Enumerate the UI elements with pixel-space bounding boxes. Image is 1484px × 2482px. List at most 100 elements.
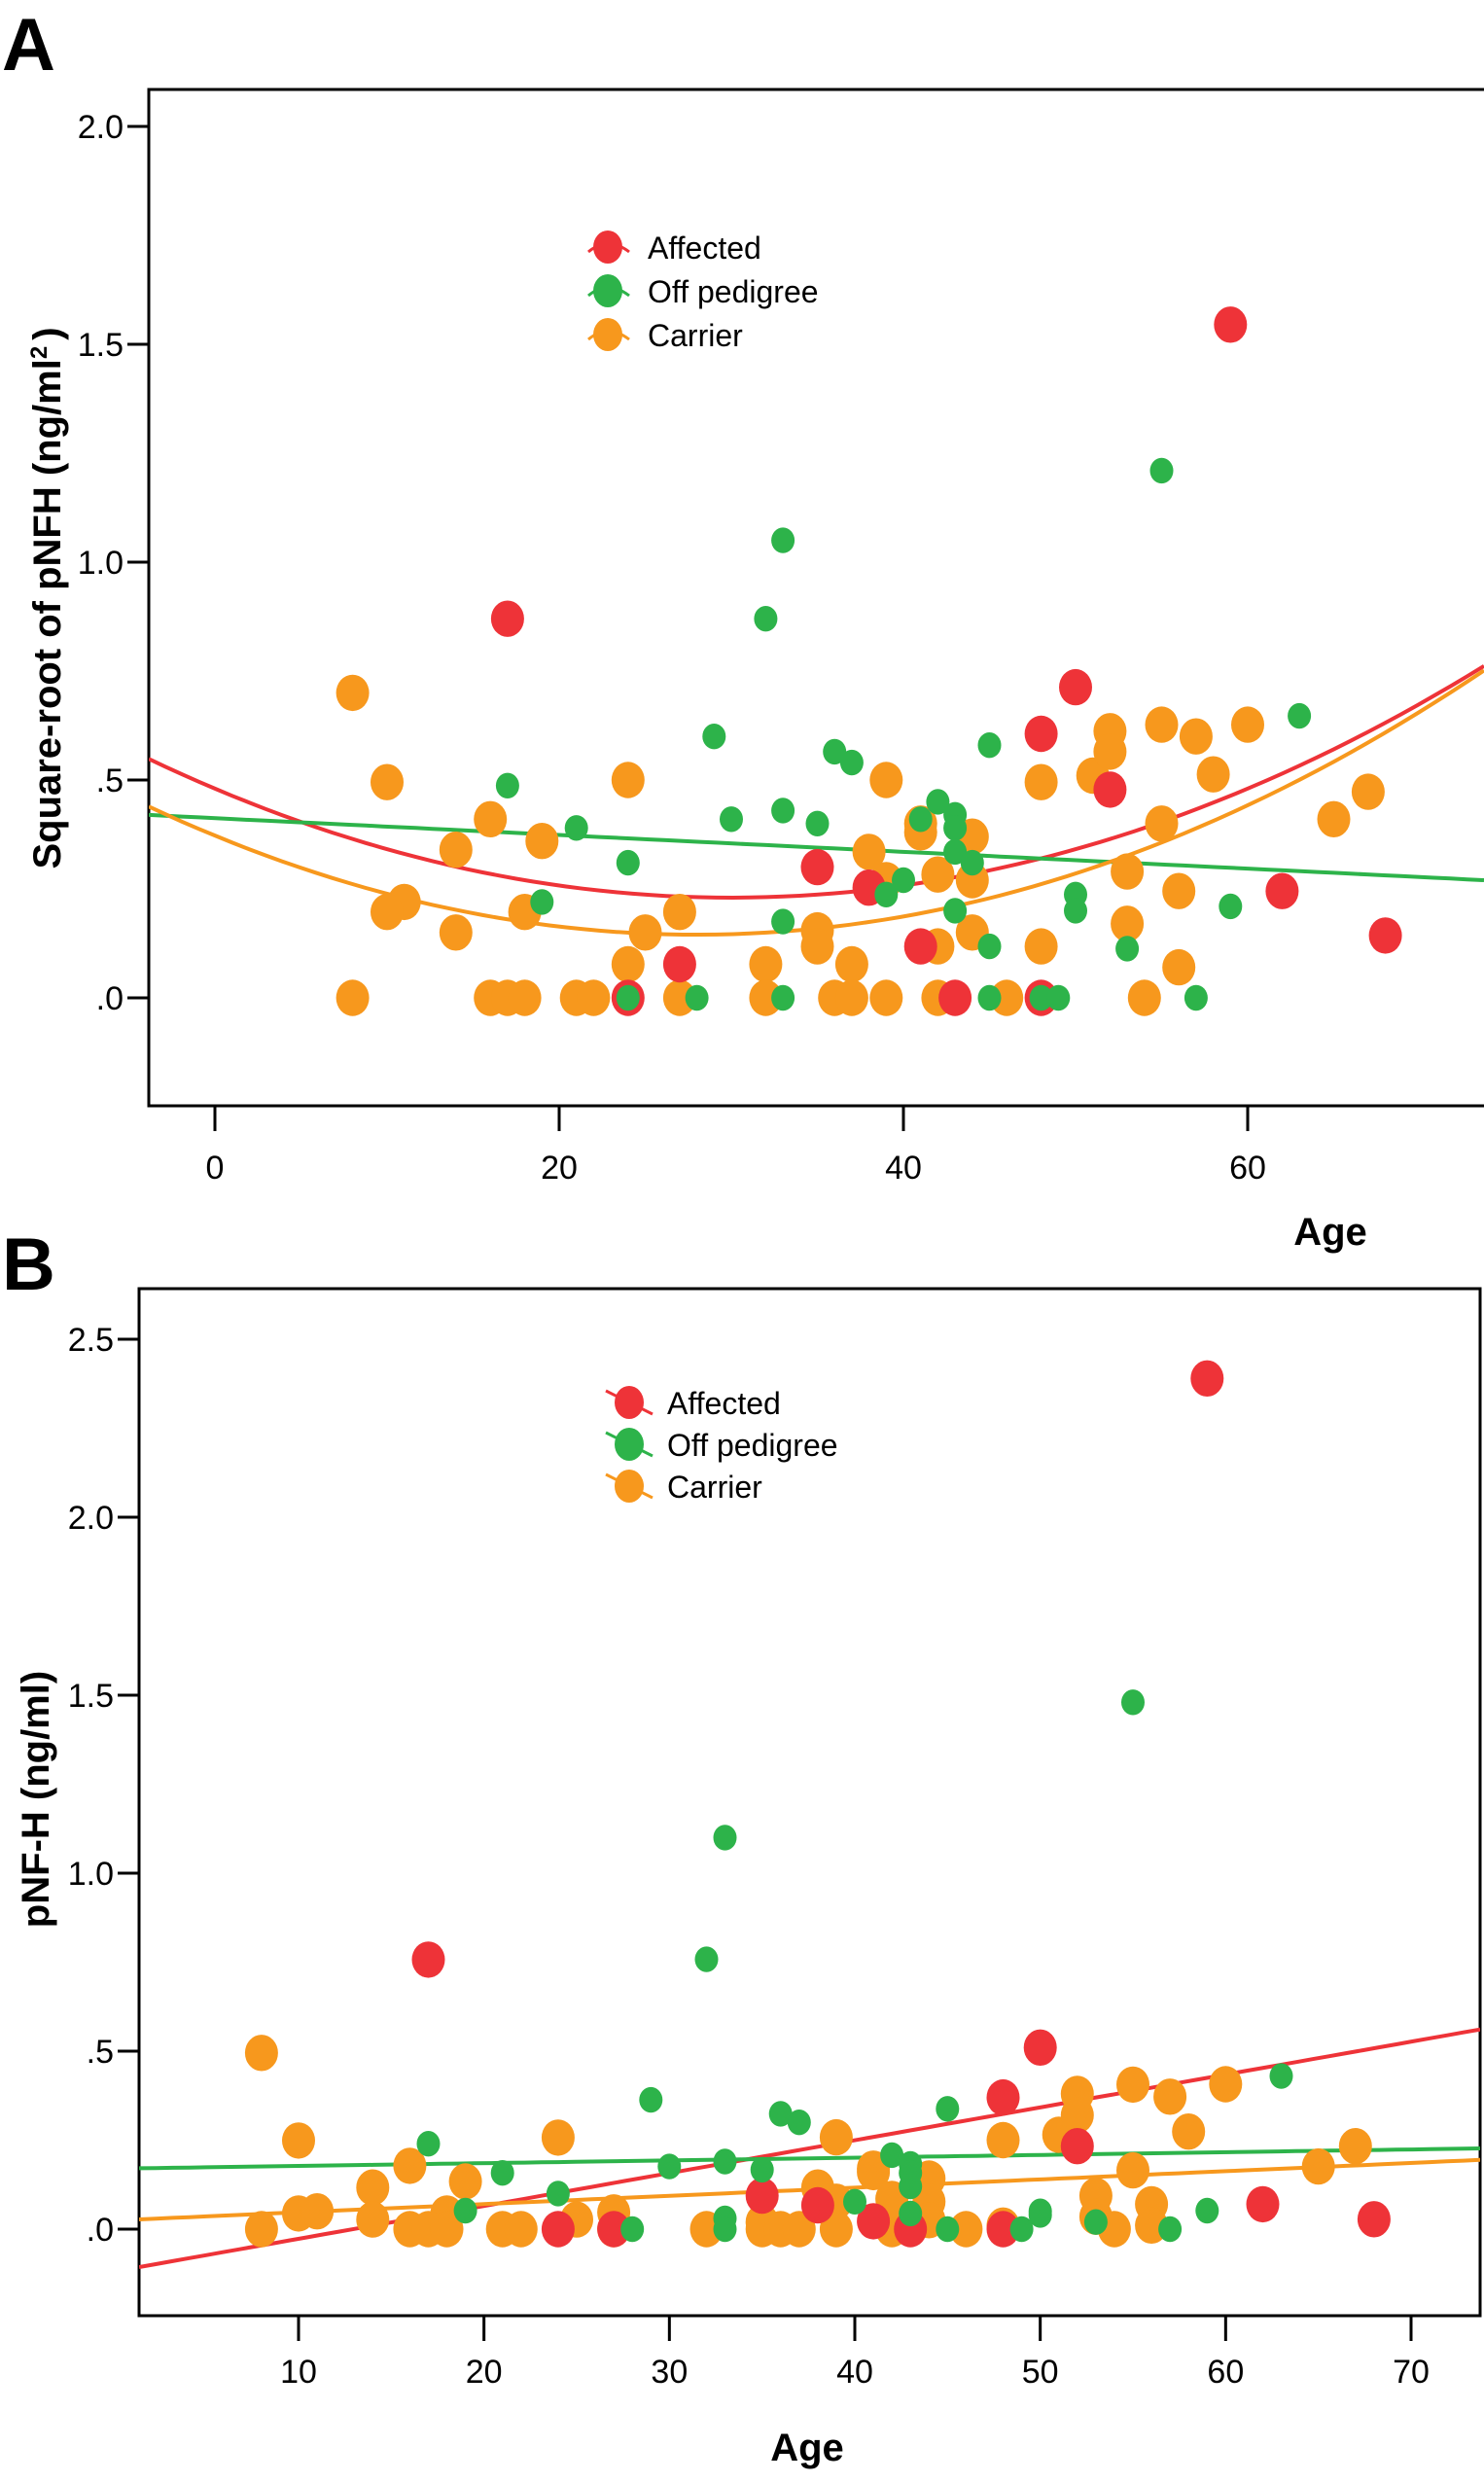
legend-marker-affected xyxy=(593,230,622,264)
data-point-off-pedigree xyxy=(713,2148,737,2175)
data-point-off-pedigree xyxy=(771,908,795,935)
data-point-off-pedigree xyxy=(694,1946,719,1972)
data-point-affected xyxy=(541,2211,575,2248)
x-tick-label: 0 xyxy=(206,1150,225,1187)
legend-label-affected: Affected xyxy=(648,230,761,266)
data-point-off-pedigree xyxy=(713,2216,737,2243)
data-point-carrier xyxy=(986,2121,1020,2159)
x-tick-label: 60 xyxy=(1207,2354,1244,2391)
data-point-carrier xyxy=(577,979,611,1016)
data-point-affected xyxy=(1093,771,1127,808)
data-point-off-pedigree xyxy=(453,2197,477,2224)
data-point-off-pedigree xyxy=(843,2188,866,2215)
legend-label-off-pedigree: Off pedigree xyxy=(648,274,819,309)
data-point-carrier xyxy=(1153,2078,1187,2115)
data-point-off-pedigree xyxy=(874,881,899,907)
data-point-off-pedigree xyxy=(616,849,640,876)
x-axis-title-a: Age xyxy=(1293,1211,1367,1254)
points-b xyxy=(244,1360,1391,2248)
data-point-off-pedigree xyxy=(899,2200,923,2227)
data-point-carrier xyxy=(852,833,886,870)
data-point-carrier xyxy=(628,914,662,951)
data-point-off-pedigree xyxy=(960,849,984,876)
data-point-affected xyxy=(1368,917,1402,954)
y-axis-title-b: pNF-H (ng/ml) xyxy=(15,1671,57,1928)
data-point-carrier xyxy=(1301,2147,1335,2185)
x-tick-label: 40 xyxy=(885,1150,922,1187)
legend-b: Affected Off pedigree Carrier xyxy=(605,1386,838,1505)
plot-frame-a xyxy=(147,88,1484,1108)
data-point-off-pedigree xyxy=(1064,898,1087,924)
data-point-carrier xyxy=(1162,948,1196,986)
data-point-off-pedigree xyxy=(713,1825,737,1851)
data-point-affected xyxy=(800,2186,834,2224)
data-point-off-pedigree xyxy=(768,2101,793,2127)
data-point-off-pedigree xyxy=(1184,984,1208,1011)
data-point-affected xyxy=(938,979,972,1016)
data-point-carrier xyxy=(1338,2128,1372,2165)
data-point-carrier xyxy=(356,2201,390,2238)
data-point-affected xyxy=(1023,2029,1057,2066)
x-tick-label: 70 xyxy=(1393,2354,1430,2391)
data-point-off-pedigree xyxy=(754,606,778,632)
data-point-carrier xyxy=(430,2211,464,2248)
x-tick-label: 40 xyxy=(836,2354,873,2391)
data-point-carrier xyxy=(749,945,783,983)
points-a xyxy=(336,306,1402,1016)
data-point-carrier xyxy=(869,762,903,798)
legend-marker-carrier xyxy=(615,1470,644,1503)
data-point-carrier xyxy=(336,979,370,1016)
data-point-carrier xyxy=(1127,979,1161,1016)
y-tick-label: 1.5 xyxy=(78,327,124,364)
data-point-off-pedigree xyxy=(943,815,968,841)
data-point-affected xyxy=(490,600,524,637)
data-point-carrier xyxy=(448,2163,482,2200)
y-tick-label: .5 xyxy=(87,2034,114,2071)
data-point-off-pedigree xyxy=(943,838,968,866)
data-point-affected xyxy=(1246,2185,1280,2223)
x-axis-a: 0 20 40 60 xyxy=(206,1106,1266,1187)
data-point-carrier xyxy=(1162,872,1196,909)
legend-label-off-pedigree: Off pedigree xyxy=(667,1428,838,1463)
data-point-carrier xyxy=(393,2147,427,2184)
data-point-off-pedigree xyxy=(1288,702,1312,729)
data-point-off-pedigree xyxy=(1029,984,1053,1011)
data-point-off-pedigree xyxy=(750,2156,774,2183)
data-point-off-pedigree xyxy=(1195,2197,1219,2224)
data-point-affected xyxy=(1190,1360,1224,1398)
data-point-affected xyxy=(662,945,696,983)
data-point-carrier xyxy=(371,763,404,800)
data-point-carrier xyxy=(1024,763,1058,800)
y-tick-label: .0 xyxy=(96,980,124,1017)
data-point-off-pedigree xyxy=(1149,457,1174,484)
panel-letter-b: B xyxy=(2,1223,55,1306)
legend-marker-off-pedigree xyxy=(593,274,622,307)
data-point-off-pedigree xyxy=(530,889,554,915)
data-point-affected xyxy=(1024,715,1058,753)
y-axis-title-a-sup: 2 xyxy=(26,346,53,359)
data-point-affected xyxy=(1357,2201,1391,2238)
data-point-carrier xyxy=(800,928,834,965)
data-point-off-pedigree xyxy=(805,810,830,836)
y-tick-label: 2.0 xyxy=(68,1500,114,1537)
data-point-off-pedigree xyxy=(977,732,1002,759)
data-point-off-pedigree xyxy=(1083,2209,1108,2235)
data-point-carrier xyxy=(1351,773,1385,810)
data-point-off-pedigree xyxy=(787,2110,811,2136)
data-point-off-pedigree xyxy=(416,2131,441,2157)
data-point-off-pedigree xyxy=(1046,984,1071,1011)
data-point-affected xyxy=(800,848,834,886)
data-point-off-pedigree xyxy=(771,798,795,824)
x-axis-title-b: Age xyxy=(770,2427,844,2469)
data-point-affected xyxy=(1060,2128,1094,2165)
data-point-off-pedigree xyxy=(1121,1689,1145,1716)
data-point-off-pedigree xyxy=(839,749,864,776)
data-point-off-pedigree xyxy=(1158,2216,1183,2243)
data-point-carrier xyxy=(504,2211,538,2248)
legend-label-affected: Affected xyxy=(667,1386,781,1421)
data-point-carrier xyxy=(1116,2151,1149,2189)
y-axis-title-a-main: Square-root of pNFH (ng/ml xyxy=(26,359,69,869)
data-point-carrier xyxy=(611,945,645,983)
plot-frame-b xyxy=(137,1287,1482,2318)
